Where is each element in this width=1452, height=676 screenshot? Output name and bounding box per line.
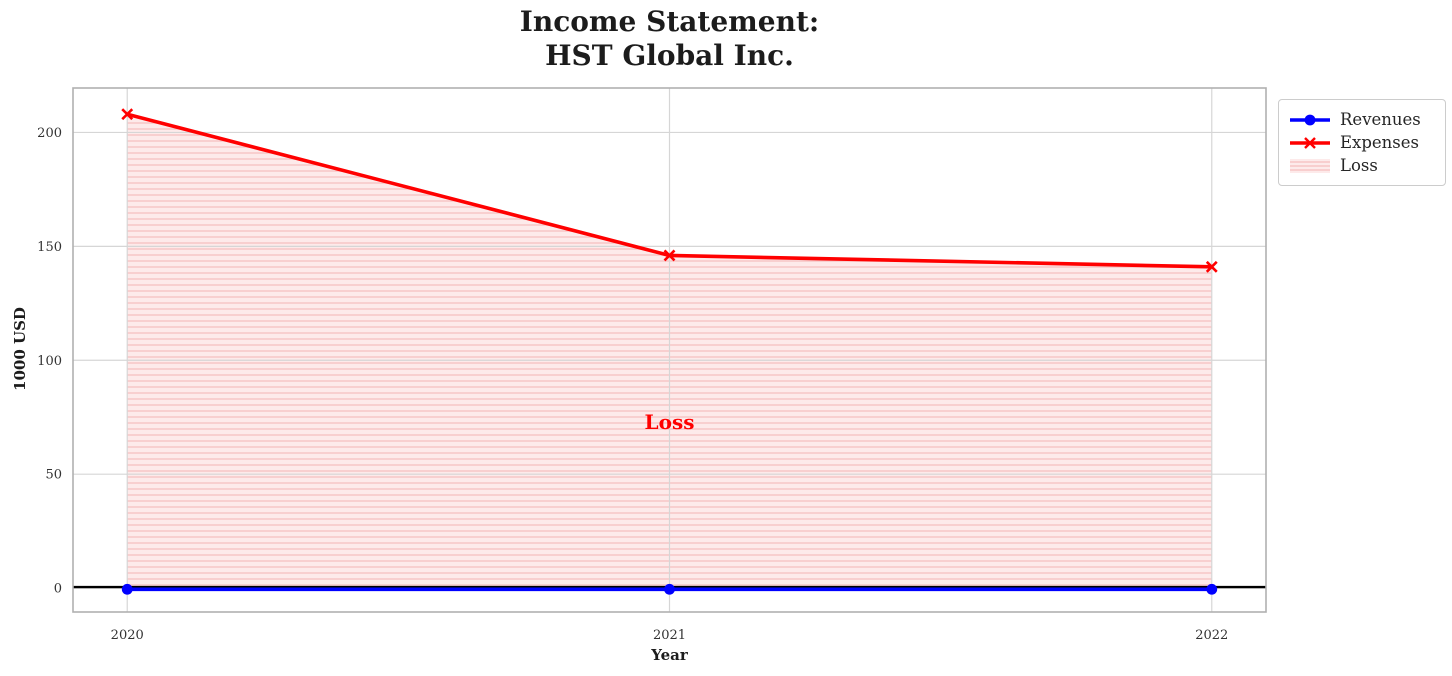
legend-item-expenses: Expenses bbox=[1289, 131, 1435, 154]
chart-title-line1: Income Statement: bbox=[519, 5, 820, 38]
plot-layer: 0 50 100 150 200 2020 2021 2022 bbox=[37, 87, 1267, 643]
revenues-marker-2021 bbox=[664, 583, 675, 595]
y-tick-label-200: 200 bbox=[37, 126, 62, 141]
x-tick-label-2021: 2021 bbox=[653, 628, 686, 643]
y-tick-label-150: 150 bbox=[37, 240, 62, 255]
legend-label-revenues: Revenues bbox=[1340, 110, 1421, 129]
loss-legend-sample-icon bbox=[1290, 158, 1330, 173]
expenses-marker-2021 bbox=[663, 249, 676, 262]
x-tick-label-2020: 2020 bbox=[111, 628, 144, 643]
y-axis-label: 1000 USD bbox=[11, 307, 29, 391]
loss-annotation: Loss bbox=[644, 409, 695, 434]
expenses-marker-2020 bbox=[121, 108, 134, 121]
legend: Revenues Expenses Loss bbox=[1278, 99, 1446, 186]
legend-item-revenues: Revenues bbox=[1289, 108, 1435, 131]
revenues-marker-2022 bbox=[1206, 583, 1218, 595]
revenues-legend-sample-icon bbox=[1290, 114, 1330, 125]
expenses-marker-2022 bbox=[1205, 260, 1218, 273]
x-tick-label-2022: 2022 bbox=[1195, 628, 1228, 643]
legend-item-loss: Loss bbox=[1289, 154, 1435, 177]
y-tick-label-50: 50 bbox=[45, 468, 62, 483]
y-tick-label-100: 100 bbox=[37, 354, 62, 369]
axes-border bbox=[72, 87, 1267, 613]
y-tick-label-0: 0 bbox=[54, 582, 62, 597]
legend-label-loss: Loss bbox=[1340, 156, 1378, 175]
chart-title: Income Statement: HST Global Inc. bbox=[0, 5, 1339, 73]
revenues-marker-2020 bbox=[121, 583, 133, 595]
legend-label-expenses: Expenses bbox=[1340, 133, 1420, 152]
x-axis-label: Year bbox=[651, 646, 688, 664]
expenses-legend-sample-icon bbox=[1290, 136, 1330, 149]
chart-title-line2: HST Global Inc. bbox=[545, 39, 794, 72]
